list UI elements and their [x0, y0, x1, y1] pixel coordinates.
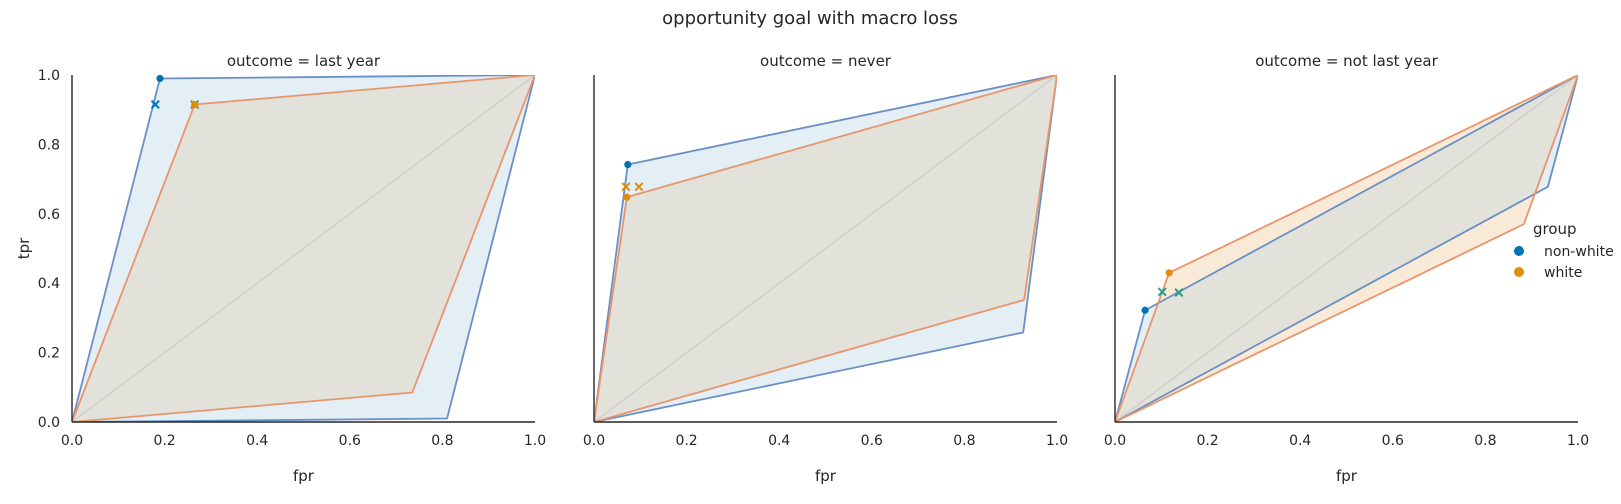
x-tick-label: 0.8 — [953, 433, 975, 449]
hull-outline-non-white — [72, 75, 535, 422]
hull-outline-white — [72, 75, 535, 422]
x-tick-label: 0.6 — [339, 433, 361, 449]
x-tick-label: 0.2 — [153, 433, 175, 449]
y-tick-label: 0.8 — [38, 137, 60, 153]
x-tick-label: 0.6 — [861, 433, 883, 449]
legend-label-non-white: non-white — [1544, 244, 1614, 260]
x-marker-stroke — [150, 99, 160, 110]
legend: group non-white white — [1514, 220, 1614, 281]
x-tick-label: 0.0 — [61, 433, 83, 449]
x-tick-label: 0.4 — [768, 433, 790, 449]
plot-area — [594, 75, 1057, 422]
x-tick-label: 0.6 — [1382, 433, 1404, 449]
panel-3: outcome = not last year 0.0 0.2 0.4 0.6 0.8 1.… — [1104, 52, 1589, 485]
x-tick-label: 0.4 — [246, 433, 268, 449]
x-marker-stroke — [1174, 288, 1184, 298]
x-marker-2 — [634, 182, 644, 192]
panel-title: outcome = not last year — [1255, 52, 1438, 70]
x-tick-label: 1.0 — [1046, 433, 1068, 449]
diagonal-reference-line-top — [72, 75, 535, 422]
hull-outline-non-white — [594, 75, 1057, 422]
x-tick-label: 0.0 — [583, 433, 605, 449]
x-tick-label: 0.4 — [1289, 433, 1311, 449]
x-marker-stroke — [1157, 287, 1167, 297]
x-marker-1 — [1157, 287, 1167, 297]
y-axis-label: tpr — [15, 237, 33, 259]
x-tick-label: 0.2 — [675, 433, 697, 449]
plot-area — [72, 75, 535, 422]
hull-outline-white — [594, 75, 1057, 422]
x-marker-stroke — [634, 182, 644, 192]
x-marker-2 — [1174, 288, 1184, 298]
hull-outline-white — [1115, 75, 1578, 422]
x-tick-label: 0.8 — [431, 433, 453, 449]
legend-swatch-non-white — [1514, 246, 1524, 256]
x-tick-label: 1.0 — [1567, 433, 1589, 449]
y-tick-label: 0.4 — [38, 276, 60, 292]
x-marker-1 — [150, 99, 160, 110]
operating-point-non-white — [624, 160, 632, 169]
x-tick-label: 0.8 — [1474, 433, 1496, 449]
legend-label-white: white — [1544, 265, 1582, 281]
operating-point-non-white — [1141, 306, 1149, 314]
hull-outline-non-white — [1115, 75, 1578, 422]
x-tick-label: 0.2 — [1196, 433, 1218, 449]
x-tick-label: 0.0 — [1104, 433, 1126, 449]
panel-2: outcome = never 0.0 0.2 0.4 0.6 0.8 1.0 fpr — [583, 52, 1068, 485]
panels: outcome = last year 0.0 0.2 0.4 0.6 0.8 1.0 0.0… — [15, 52, 1589, 485]
x-axis-label: fpr — [293, 467, 315, 485]
operating-point-white — [191, 100, 199, 109]
operating-point-non-white — [156, 74, 164, 83]
y-tick-label: 1.0 — [38, 68, 60, 84]
x-marker-1 — [621, 182, 631, 192]
legend-swatch-white — [1514, 267, 1524, 277]
plot-area — [1115, 75, 1578, 422]
diagonal-reference-line-top — [1115, 75, 1578, 422]
diagonal-reference-line-top — [594, 75, 1057, 422]
panel-title: outcome = last year — [227, 52, 381, 70]
panel-1: outcome = last year 0.0 0.2 0.4 0.6 0.8 1.0 0.0… — [15, 52, 546, 485]
x-axis-label: fpr — [815, 467, 837, 485]
chart-title: opportunity goal with macro loss — [662, 8, 958, 29]
x-axis-label: fpr — [1336, 467, 1358, 485]
x-marker-stroke — [621, 182, 631, 192]
operating-point-white — [1165, 269, 1173, 277]
y-tick-label: 0.6 — [38, 207, 60, 223]
y-tick-label: 0.0 — [38, 415, 60, 431]
panel-title: outcome = never — [760, 52, 892, 70]
y-tick-label: 0.2 — [38, 346, 60, 362]
legend-title: group — [1533, 220, 1577, 238]
x-tick-label: 1.0 — [524, 433, 546, 449]
operating-point-white — [623, 193, 631, 201]
